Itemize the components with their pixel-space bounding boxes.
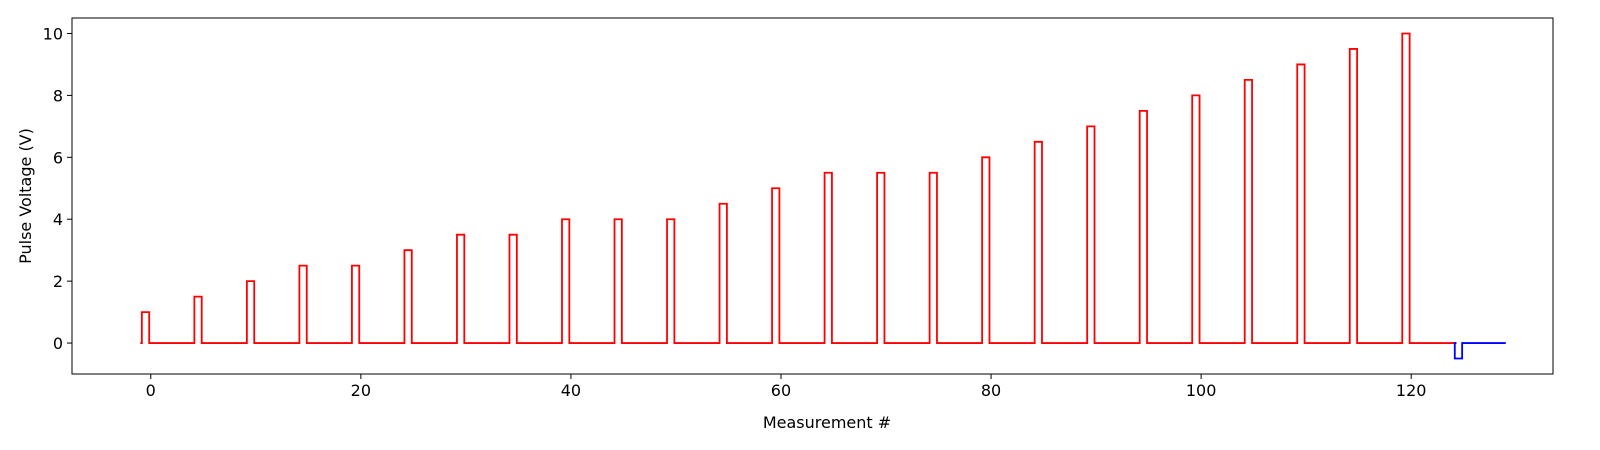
series-layer (140, 32, 1506, 360)
pulse-point (1455, 343, 1462, 358)
pulse-point (1245, 80, 1252, 343)
y-axis-label: Pulse Voltage (V) (16, 128, 35, 264)
y-axis-ticks: 0 2 4 6 8 10 (43, 24, 72, 353)
pulse-point (352, 266, 359, 343)
x-tick-label: 20 (351, 381, 371, 400)
pulse-point (1192, 95, 1199, 343)
pulse-point (930, 173, 937, 343)
plot-area (71, 17, 1554, 375)
x-tick-label: 120 (1396, 381, 1427, 400)
pulse-point (667, 219, 674, 343)
pulse-point (1402, 33, 1409, 343)
pulse-point (142, 312, 149, 343)
pulse-point (1297, 64, 1304, 343)
pulse-point (457, 235, 464, 343)
y-tick-label: 0 (53, 334, 63, 353)
pulse-point (825, 173, 832, 343)
y-tick-label: 10 (43, 24, 63, 43)
x-tick-label: 100 (1186, 381, 1217, 400)
x-tick-label: 60 (771, 381, 791, 400)
pulse-point (404, 250, 411, 343)
pulse-point (720, 204, 727, 343)
pulse-point (615, 219, 622, 343)
y-tick-label: 4 (53, 210, 63, 229)
pulse-point (509, 235, 516, 343)
pulse-point (1035, 142, 1042, 343)
y-tick-label: 6 (53, 148, 63, 167)
x-axis-label: Measurement # (763, 413, 891, 432)
pulse-point (877, 173, 884, 343)
axes-frame (71, 17, 1554, 375)
pulse-point (194, 297, 201, 343)
pulse-point (982, 157, 989, 343)
y-tick-label: 2 (53, 272, 63, 291)
x-tick-label: 40 (561, 381, 581, 400)
pulse-point (299, 266, 306, 343)
x-tick-label: 0 (146, 381, 156, 400)
y-tick-label: 8 (53, 86, 63, 105)
pulse-point (1140, 111, 1147, 343)
pulse-point (772, 188, 779, 343)
pulse-point (247, 281, 254, 343)
x-tick-label: 80 (981, 381, 1001, 400)
series-line-2 (1453, 342, 1506, 360)
pulse-point (1087, 126, 1094, 343)
x-axis-ticks: 0 20 40 60 80 100 120 (146, 374, 1427, 400)
series-line-1 (140, 32, 1457, 344)
pulse-point (1350, 49, 1357, 343)
pulse-point (562, 219, 569, 343)
